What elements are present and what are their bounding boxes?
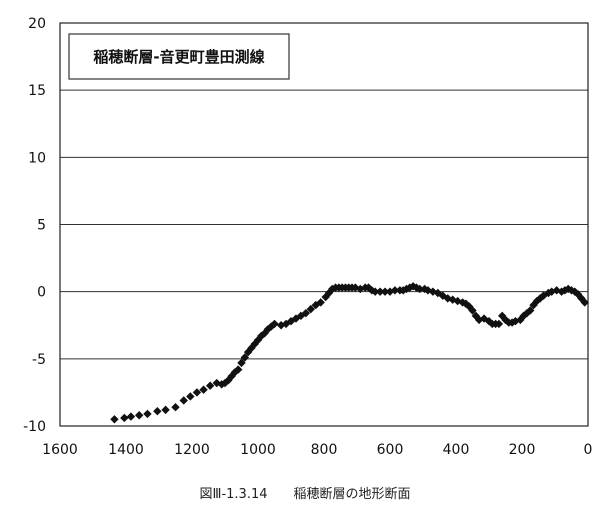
plot-area-frame xyxy=(59,22,589,427)
data-point xyxy=(316,298,325,307)
x-tick-label: 800 xyxy=(311,442,338,458)
data-point xyxy=(143,409,152,419)
data-point xyxy=(192,388,202,397)
x-tick-label: 1200 xyxy=(174,442,210,458)
data-point xyxy=(380,287,390,296)
x-axis-tick-labels: 1600 1400 1200 1000 800 600 400 200 0 xyxy=(42,442,592,458)
x-tick-label: 600 xyxy=(377,442,404,458)
y-tick-label: 15 xyxy=(28,83,46,99)
data-point xyxy=(494,319,504,329)
data-point xyxy=(135,411,144,420)
x-tick-label: 1400 xyxy=(108,442,144,458)
x-tick-label: 400 xyxy=(443,442,470,458)
data-point xyxy=(375,287,385,296)
data-point xyxy=(212,378,221,388)
y-tick-label: -5 xyxy=(32,352,46,368)
data-point xyxy=(270,319,279,329)
data-point xyxy=(153,407,162,416)
data-point xyxy=(234,365,243,374)
data-point xyxy=(186,392,195,401)
data-point xyxy=(516,315,525,325)
x-tick-label: 1600 xyxy=(42,442,78,458)
title-box xyxy=(68,33,290,80)
data-point xyxy=(110,415,119,424)
data-point xyxy=(205,381,215,390)
data-point xyxy=(532,296,542,306)
chart-title: 稲穂断層-音更町豊田測線 xyxy=(93,48,264,66)
data-point xyxy=(161,405,170,415)
data-point xyxy=(522,308,532,318)
data-point xyxy=(570,287,579,296)
data-point xyxy=(240,353,249,362)
data-point xyxy=(220,378,230,388)
data-point xyxy=(526,306,535,315)
data-point xyxy=(539,291,548,300)
data-point xyxy=(171,402,180,412)
data-point xyxy=(237,358,246,368)
data-point xyxy=(120,413,129,423)
data-point xyxy=(557,287,566,296)
data-point xyxy=(573,290,583,299)
y-tick-label: 0 xyxy=(37,285,46,301)
data-point xyxy=(507,318,517,327)
data-point xyxy=(415,284,424,294)
data-point xyxy=(301,308,311,318)
data-point xyxy=(370,287,380,296)
x-tick-label: 0 xyxy=(584,442,593,458)
data-series xyxy=(110,282,589,424)
gridlines xyxy=(60,89,588,360)
data-point xyxy=(547,287,556,296)
y-axis-tick-labels: 20 15 10 5 0 -5 -10 xyxy=(23,16,46,435)
data-point xyxy=(179,396,188,405)
y-tick-label: 5 xyxy=(37,218,46,234)
data-point xyxy=(126,412,136,421)
figure-caption: 図Ⅲ-1.3.14 稲穂断層の地形断面 xyxy=(199,487,410,502)
data-point xyxy=(306,304,315,314)
y-tick-label: 20 xyxy=(28,16,46,32)
x-tick-label: 200 xyxy=(509,442,536,458)
data-point xyxy=(564,284,573,294)
y-tick-label: -10 xyxy=(23,419,46,435)
data-point xyxy=(580,298,589,307)
data-point xyxy=(390,286,400,295)
x-tick-label: 1000 xyxy=(240,442,276,458)
data-point xyxy=(529,300,538,310)
data-point xyxy=(468,306,477,315)
y-tick-label: 10 xyxy=(28,150,46,166)
data-point xyxy=(199,385,208,394)
